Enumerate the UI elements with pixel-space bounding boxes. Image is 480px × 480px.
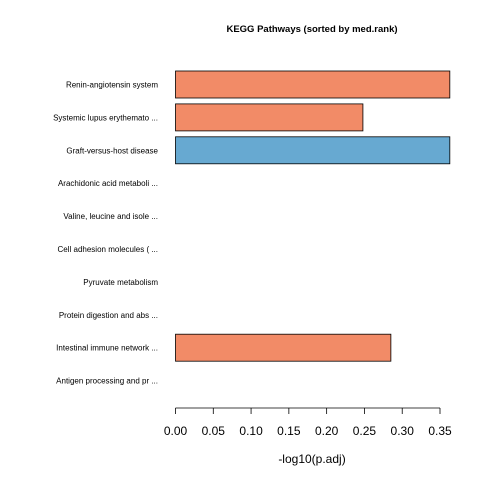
x-tick-label: 0.35	[428, 424, 452, 438]
bar	[175, 333, 392, 362]
category-label: Pyruvate metabolism	[83, 278, 158, 287]
x-tick-label: 0.25	[353, 424, 377, 438]
category-label: Systemic lupus erythemato ...	[53, 113, 158, 122]
category-label: Renin-angiotensin system	[66, 81, 158, 90]
chart-title: KEGG Pathways (sorted by med.rank)	[226, 24, 397, 35]
category-label: Graft-versus-host disease	[66, 146, 158, 155]
x-axis: 0.00 0.05 0.10 0.15 0.20 0.25 0.30 0.35	[164, 407, 452, 438]
bar	[175, 70, 451, 99]
x-axis-title: -log10(p.adj)	[278, 452, 345, 466]
x-tick-label: 0.10	[239, 424, 263, 438]
x-tick-label: 0.30	[391, 424, 415, 438]
x-tick-label: 0.20	[315, 424, 339, 438]
category-label: Intestinal immune network ...	[56, 344, 158, 353]
x-tick-label: 0.00	[164, 424, 188, 438]
category-label: Antigen processing and pr ...	[56, 377, 158, 386]
x-tick-label: 0.15	[277, 424, 301, 438]
category-label: Valine, leucine and isole ...	[63, 212, 158, 221]
bars-layer	[175, 70, 451, 362]
category-label: Protein digestion and abs ...	[59, 311, 158, 320]
category-label: Arachidonic acid metaboli ...	[58, 179, 158, 188]
category-labels: Renin-angiotensin system Systemic lupus e…	[53, 81, 158, 386]
x-tick-label: 0.05	[202, 424, 226, 438]
bar	[175, 136, 451, 165]
category-label: Cell adhesion molecules ( ...	[58, 245, 159, 254]
bar	[175, 103, 364, 132]
